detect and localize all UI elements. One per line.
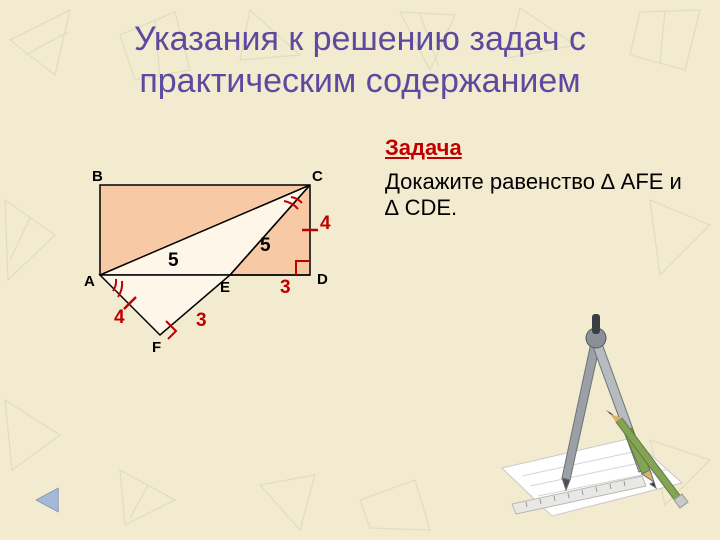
dim-FE: 3 bbox=[196, 310, 207, 332]
dim-AE: 5 bbox=[168, 250, 179, 272]
vertex-D: D bbox=[317, 271, 328, 288]
dim-CD: 4 bbox=[320, 213, 331, 235]
slide-title: Указания к решению задач с практическим … bbox=[0, 18, 720, 102]
vertex-F: F bbox=[152, 339, 161, 356]
vertex-B: B bbox=[92, 168, 103, 185]
back-button[interactable] bbox=[28, 480, 68, 520]
problem-heading: Задача bbox=[385, 135, 685, 161]
title-line-1: Указания к решению задач с bbox=[134, 20, 586, 58]
triangle-left-icon bbox=[31, 483, 65, 517]
vertex-E: E bbox=[220, 279, 230, 296]
geometry-diagram: A B C D E F 5 5 4 3 4 3 bbox=[80, 175, 340, 395]
problem-text: Докажите равенство ∆ AFE и ∆ CDE. bbox=[385, 169, 685, 221]
dim-EC: 5 bbox=[260, 235, 271, 257]
dim-ED: 3 bbox=[280, 277, 291, 299]
problem-block: Задача Докажите равенство ∆ AFE и ∆ CDE. bbox=[385, 135, 685, 221]
title-line-2: практическим содержанием bbox=[139, 62, 580, 100]
compass-illustration bbox=[482, 308, 692, 518]
dim-AF: 4 bbox=[114, 307, 125, 329]
vertex-C: C bbox=[312, 168, 323, 185]
vertex-A: A bbox=[84, 273, 95, 290]
